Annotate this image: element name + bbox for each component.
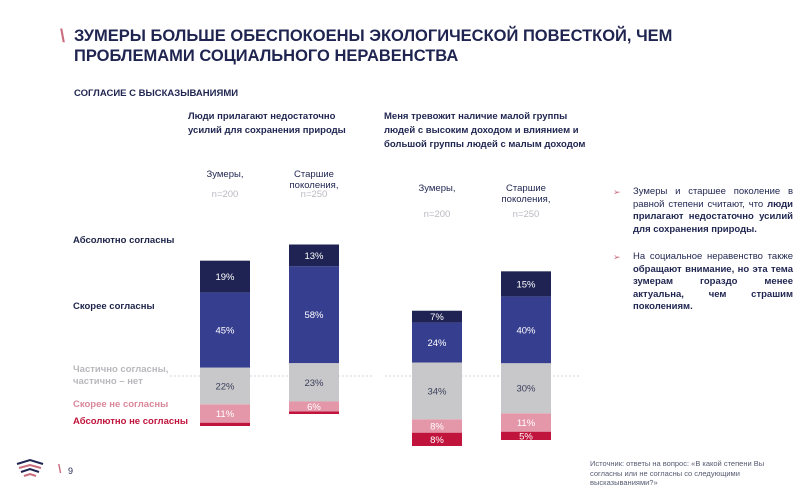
data-label: 5% (519, 431, 533, 442)
data-label: 24% (427, 338, 447, 349)
bar-segment-абсолютно-не-согласны (412, 432, 462, 446)
bar-segment-скорее-не-согласны (501, 413, 551, 432)
notes-panel: ➢ Зумеры и старшее поколение в равной ст… (613, 186, 793, 329)
bar-segment-скорее-согласны (412, 322, 462, 363)
bar-segment-скорее-не-согласны (200, 404, 250, 423)
chart-1-sample-size: n=200 (212, 189, 239, 200)
chart-2-category-label: Старшие поколения, (502, 183, 551, 205)
note-2-bold: обращают внимание, но эта тема зумерам г… (633, 263, 793, 313)
bar-segment-частично-согласны-частично-нет (501, 363, 551, 414)
note-2-text: На социальное неравенство также (633, 251, 793, 262)
chart-1-category-label: Старшие поколения, (290, 169, 339, 191)
bar-segment-абсолютно-не-согласны (200, 422, 250, 426)
category-label-line: поколения, (290, 180, 339, 191)
chart-1-sample-size: n=250 (301, 189, 328, 200)
data-label: 8% (430, 435, 444, 446)
title-accent-slash: \ (60, 26, 66, 46)
note-1-bold: люди прилагают недостаточно усилий для с… (633, 198, 793, 235)
bar-segment-абсолютно-согласны (200, 260, 250, 293)
category-label-line: Старшие (294, 169, 334, 180)
data-label: 13% (304, 251, 324, 262)
page-title: ЗУМЕРЫ БОЛЬШЕ ОБЕСПОКОЕНЫ ЭКОЛОГИЧЕСКОЙ … (74, 27, 673, 65)
data-label: 15% (516, 279, 536, 290)
chart-1-title: Люди прилагают недостаточно усилий для с… (188, 111, 346, 136)
bar-segment-частично-согласны-частично-нет (412, 362, 462, 420)
chart-2-sample-size: n=200 (424, 209, 451, 220)
chart-2-category-label: Зумеры, (419, 183, 456, 194)
bar-segment-абсолютно-не-согласны (501, 431, 551, 440)
data-label: 23% (304, 378, 324, 389)
data-label: 45% (215, 325, 235, 336)
category-label-line: Старшие (506, 183, 546, 194)
bar-segment-абсолютно-согласны (501, 271, 551, 297)
arrow-bullet-icon: ➢ (613, 252, 621, 262)
category-label-line: поколения, (502, 194, 551, 205)
data-label: 40% (516, 325, 536, 336)
bar-segment-скорее-не-согласны (412, 419, 462, 433)
footer-accent-slash: \ (58, 462, 62, 476)
chart-2-title: Меня тревожит наличие малой группы людей… (384, 111, 586, 150)
data-label: 11% (216, 409, 235, 420)
data-label: 19% (215, 272, 235, 283)
note-2: ➢ На социальное неравенство также обраща… (613, 251, 793, 314)
page-number: 9 (68, 466, 74, 476)
row-label-absolutely-disagree: Абсолютно не согласны (73, 416, 188, 427)
bar-segment-абсолютно-согласны (412, 310, 462, 323)
data-label: 58% (304, 310, 324, 321)
page-subtitle: СОГЛАСИЕ С ВЫСКАЗЫВАНИЯМИ (74, 88, 239, 99)
row-label-partially: Частично согласны, частично – нет (73, 364, 169, 387)
bar-segment-скорее-согласны (200, 292, 250, 368)
arrow-bullet-icon: ➢ (613, 187, 621, 197)
note-1-text: Зумеры и старшее поколение в равной степ… (633, 186, 793, 210)
source-note: Источник: ответы на вопрос: «В какой сте… (590, 459, 765, 487)
bar-segment-скорее-согласны (289, 266, 339, 364)
bar-segment-абсолютно-не-согласны (289, 411, 339, 414)
data-label: 34% (427, 386, 447, 397)
company-logo-icon (16, 458, 44, 477)
note-1: ➢ Зумеры и старшее поколение в равной ст… (613, 186, 793, 236)
bar-segment-скорее-согласны (501, 296, 551, 364)
row-label-absolutely-agree: Абсолютно согласны (73, 235, 175, 246)
bar-segment-скорее-не-согласны (289, 401, 339, 412)
data-label: 30% (516, 384, 536, 395)
chart-2-sample-size: n=250 (513, 209, 540, 220)
bar-segment-частично-согласны-частично-нет (200, 367, 250, 405)
data-label: 11% (517, 418, 536, 429)
bar-segment-абсолютно-согласны (289, 244, 339, 267)
bar-segment-частично-согласны-частично-нет (289, 363, 339, 402)
row-label-rather-disagree: Скорее не согласны (73, 399, 169, 410)
chart-1-category-label: Зумеры, (207, 169, 244, 180)
data-label: 22% (215, 381, 235, 392)
row-label-rather-agree: Скорее согласны (73, 301, 155, 312)
data-label: 7% (430, 312, 444, 323)
data-label: 6% (307, 402, 321, 413)
data-label: 8% (430, 421, 444, 432)
